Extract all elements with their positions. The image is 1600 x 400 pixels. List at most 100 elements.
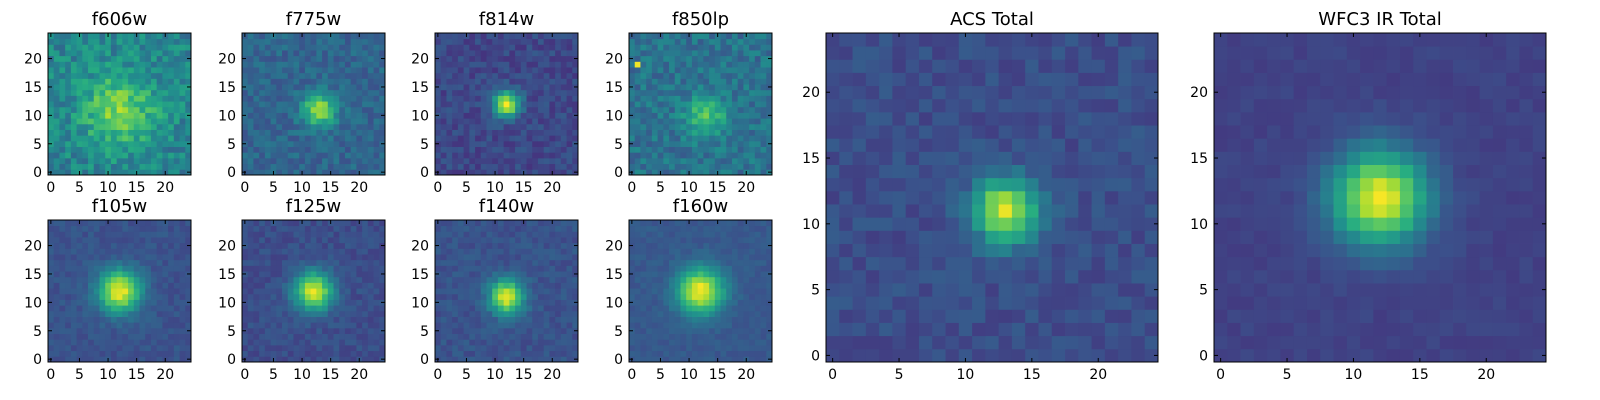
heatmap-cell [282,67,289,74]
heatmap-cell [469,89,476,96]
heatmap-cell [322,356,329,363]
heatmap-cell [133,55,140,62]
heatmap-cell [743,101,750,108]
heatmap-cell [475,339,482,346]
heatmap-cell [316,157,323,165]
heatmap-cell [367,299,374,306]
heatmap-cell [446,135,453,142]
heatmap-cell [333,72,340,79]
heatmap-cell [515,67,522,74]
heatmap-cell [509,237,516,244]
heatmap-cell [322,225,329,232]
heatmap-cell [259,44,266,51]
heatmap-cell [327,265,334,272]
heatmap-cell [173,242,180,249]
heatmap-cell [737,339,744,346]
heatmap-cell [150,152,158,159]
heatmap-cell [691,356,699,363]
heatmap-cell [276,248,283,255]
y-tick-label: 15 [411,267,429,283]
heatmap-cell [749,101,756,108]
heatmap-cell [629,72,636,79]
heatmap-cell [703,339,710,346]
heatmap-cell [185,146,192,153]
heatmap-cell [549,276,556,283]
heatmap-cell [657,322,664,329]
heatmap-cell [99,265,106,272]
heatmap-cell [452,220,459,227]
heatmap-cell [128,118,135,125]
heatmap-cell [526,129,533,136]
heatmap-cell [469,84,476,91]
heatmap-cell [703,146,710,153]
heatmap-cell [173,248,180,255]
heatmap-cell [156,50,163,57]
heatmap-cell [156,310,163,317]
heatmap-cell [566,61,573,68]
heatmap-cell [373,322,380,329]
heatmap-cell [543,327,550,334]
heatmap-cell [379,322,386,329]
heatmap-cell [173,305,180,312]
heatmap-cell [515,356,522,363]
heatmap-cell [116,61,123,68]
heatmap-cell [714,95,721,102]
heatmap-cell [65,242,72,249]
heatmap-cell [469,322,476,329]
heatmap-cell [173,225,180,232]
heatmap-cell [760,288,767,295]
heatmap-cell [549,118,556,125]
heatmap-cell [640,327,647,334]
heatmap-cell [543,305,550,312]
heatmap-cell [339,276,346,283]
heatmap-cell [469,38,476,45]
heatmap-cell [463,225,470,232]
heatmap-cell [88,356,95,363]
heatmap-cell [469,55,476,62]
heatmap-cell [634,129,641,136]
heatmap-cell [640,344,647,352]
heatmap-cell [452,106,459,113]
heatmap-cell [156,129,163,136]
heatmap-cell [53,95,60,102]
heatmap-cell [145,50,152,57]
heatmap-cell [264,310,271,317]
heatmap-cell [116,55,123,62]
heatmap-cell [572,259,579,266]
heatmap-cell [440,112,447,119]
heatmap-cell [242,89,249,96]
heatmap-cell [82,350,89,357]
heatmap-cell [356,339,363,346]
heatmap-cell [549,152,556,159]
heatmap-cell [82,169,89,176]
heatmap-cell [65,305,72,312]
heatmap-cell [446,293,453,300]
heatmap-cell [276,259,283,266]
heatmap-cell [503,316,510,323]
heatmap-cell [737,50,744,57]
heatmap-cell [680,146,687,153]
heatmap-cell [304,248,312,255]
heatmap-cell [247,259,254,266]
heatmap-cell [304,50,312,57]
heatmap-cell [270,55,277,62]
heatmap-cell [128,112,135,119]
heatmap-cell [709,344,716,352]
heatmap-cell [270,333,277,340]
heatmap-cell [520,271,527,278]
heatmap-cell [276,89,283,96]
heatmap-cell [446,118,453,125]
heatmap-cell [629,350,636,357]
heatmap-cell [503,322,510,329]
heatmap-cell [497,118,505,125]
heatmap-cell [537,129,545,136]
heatmap-cell [691,118,699,125]
heatmap-cell [253,33,260,40]
heatmap-cell [520,310,527,317]
heatmap-cell [339,339,346,346]
heatmap-cell [93,89,100,96]
heatmap-cell [452,101,459,108]
heatmap-cell [663,288,670,295]
heatmap-cell [663,67,670,74]
